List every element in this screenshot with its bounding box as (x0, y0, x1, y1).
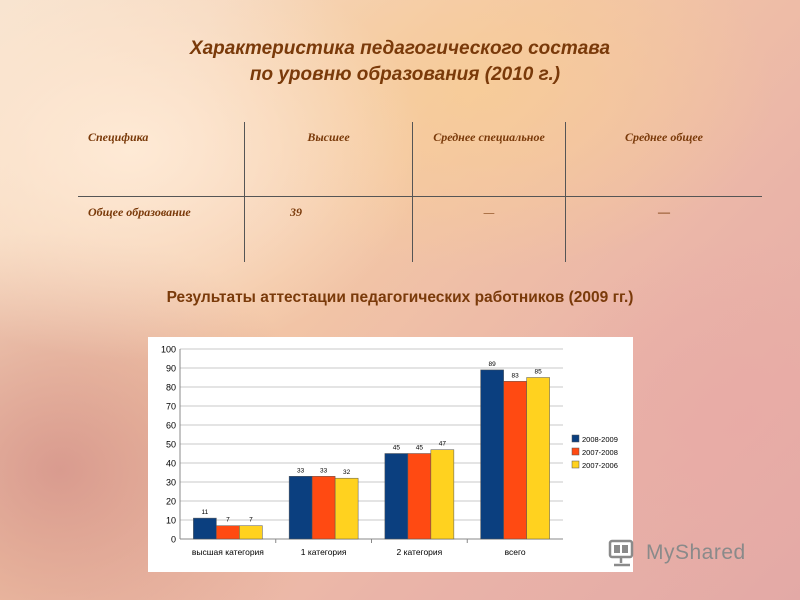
x-tick-label: 1 категория (301, 547, 347, 557)
legend-swatch (571, 460, 580, 469)
bar (480, 369, 504, 540)
data-label: 11 (202, 509, 209, 516)
x-tick-label: 2 категория (396, 547, 442, 557)
education-table: Специфика Высшее Среднее специальное Сре… (78, 122, 762, 262)
y-tick-label: 60 (166, 421, 176, 431)
y-tick-label: 80 (166, 383, 176, 393)
y-tick-label: 30 (166, 478, 176, 488)
bar (334, 477, 359, 540)
legend-swatch (571, 434, 580, 443)
y-tick-label: 70 (166, 402, 176, 412)
data-label: 45 (416, 445, 424, 452)
table-cell: — (412, 196, 566, 262)
legend-label: 2007-2008 (582, 448, 618, 457)
table-header-cell: Высшее (244, 122, 413, 197)
myshared-logo: MyShared (608, 536, 746, 570)
title-line-1: Характеристика педагогического состава (189, 38, 611, 59)
data-label: 47 (439, 441, 447, 448)
data-label: 83 (512, 372, 520, 379)
y-tick-label: 40 (166, 459, 176, 469)
y-tick-label: 20 (166, 497, 176, 507)
title-line-2: по уровню образования (2010 г.) (249, 64, 561, 85)
bar (384, 453, 409, 540)
page-title: Характеристика педагогического состава п… (0, 36, 800, 88)
bar (311, 476, 336, 540)
table-header-cell: Среднее специальное (412, 122, 566, 197)
table-header-row: Специфика Высшее Среднее специальное Сре… (78, 122, 762, 197)
table-header-cell: Специфика (78, 122, 245, 197)
x-tick-label: всего (505, 547, 526, 557)
table-header-cell: Среднее общее (565, 122, 762, 197)
y-tick-label: 10 (166, 516, 176, 526)
data-label: 32 (343, 469, 351, 476)
data-label: 7 (249, 517, 253, 524)
table-cell: 39 (244, 196, 413, 262)
x-tick-label: высшая категория (192, 547, 264, 557)
y-tick-label: 90 (166, 364, 176, 374)
data-label: 33 (297, 467, 305, 474)
bar (216, 525, 240, 540)
bar (430, 449, 455, 540)
data-label: 7 (226, 517, 230, 524)
data-label: 89 (489, 361, 497, 368)
table-cell: — (565, 196, 762, 262)
y-tick-label: 100 (161, 345, 176, 355)
data-label: 85 (535, 369, 543, 376)
logo-icon (608, 539, 634, 567)
data-label: 33 (320, 467, 328, 474)
bar (288, 476, 313, 540)
bar (503, 381, 527, 540)
logo-text: MyShared (646, 541, 746, 564)
legend-swatch (571, 447, 580, 456)
table-row: Общее образование 39 — — (78, 196, 762, 262)
legend-label: 2007-2006 (582, 461, 618, 470)
legend-label: 2008-2009 (582, 435, 618, 444)
y-tick-label: 0 (171, 535, 176, 545)
y-tick-label: 50 (166, 440, 176, 450)
data-label: 45 (393, 445, 401, 452)
bar (239, 525, 263, 540)
attestation-chart: 0 10 20 30 40 50 60 70 80 90 100 11 7 7 высшая категор… (148, 337, 633, 572)
bar (407, 453, 432, 540)
table-cell: Общее образование (78, 196, 245, 262)
bar (193, 517, 217, 540)
bar-chart: 0 10 20 30 40 50 60 70 80 90 100 11 7 7 высшая категор… (161, 345, 618, 558)
chart-title: Результаты аттестации педагогических раб… (166, 289, 634, 306)
bar (526, 377, 550, 540)
